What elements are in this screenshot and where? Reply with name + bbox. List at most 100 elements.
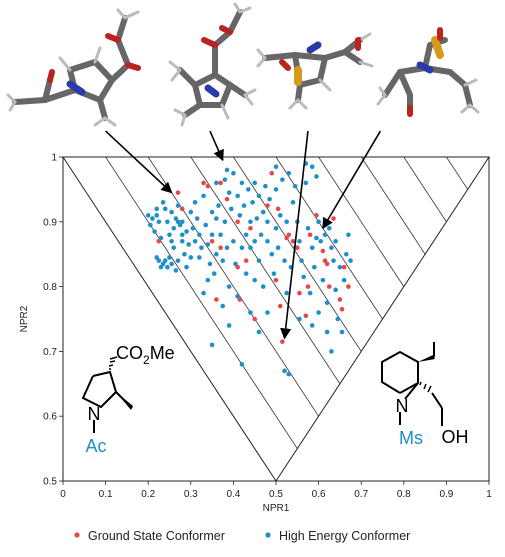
high-energy-point bbox=[312, 264, 317, 270]
high-energy-point bbox=[256, 329, 262, 335]
npr-triangle bbox=[62, 156, 490, 482]
ground-state-point bbox=[331, 216, 336, 221]
ground-state-point bbox=[320, 248, 326, 254]
high-energy-point bbox=[314, 235, 319, 241]
pointer-arrow bbox=[322, 130, 382, 230]
high-energy-point bbox=[162, 206, 168, 212]
y-axis-label: NPR2 bbox=[19, 305, 30, 332]
x-tick-label: 0.5 bbox=[269, 489, 283, 500]
high-energy-point bbox=[309, 245, 315, 251]
y-tick-label: 0.7 bbox=[43, 347, 57, 358]
high-energy-point bbox=[297, 238, 302, 244]
high-energy-point bbox=[165, 264, 170, 270]
high-energy-point bbox=[222, 219, 228, 225]
high-energy-point bbox=[263, 183, 268, 189]
high-energy-point bbox=[329, 349, 334, 354]
x-tick-label: 0.8 bbox=[397, 489, 411, 500]
legend-marker-high bbox=[265, 532, 271, 538]
high-energy-point bbox=[160, 261, 166, 267]
high-energy-point bbox=[339, 329, 345, 335]
high-energy-point bbox=[292, 183, 298, 189]
high-energy-point bbox=[220, 258, 226, 263]
ester-co-text: CO bbox=[116, 343, 143, 363]
high-energy-point bbox=[286, 170, 292, 176]
high-energy-point bbox=[214, 180, 219, 186]
high-energy-point bbox=[282, 368, 287, 374]
molecule-models bbox=[6, 2, 480, 127]
high-energy-point bbox=[224, 167, 230, 173]
x-tick-label: 1 bbox=[486, 489, 492, 500]
high-energy-point bbox=[211, 271, 217, 276]
x-tick-label: 0 bbox=[60, 489, 66, 500]
ground-state-point bbox=[341, 264, 347, 270]
ground-state-point bbox=[269, 170, 275, 176]
ground-state-point bbox=[218, 245, 223, 251]
high-energy-point bbox=[250, 200, 255, 205]
ground-state-point bbox=[307, 232, 313, 238]
high-energy-point bbox=[243, 232, 249, 238]
ground-state-point bbox=[324, 261, 330, 267]
high-energy-point bbox=[214, 216, 219, 221]
high-energy-point bbox=[324, 300, 330, 306]
high-energy-point bbox=[205, 242, 211, 247]
ground-state-point bbox=[235, 264, 240, 270]
ground-state-point bbox=[265, 203, 270, 208]
high-energy-point bbox=[280, 177, 285, 182]
x-tick-label: 0.6 bbox=[312, 489, 326, 500]
isoline bbox=[382, 157, 489, 481]
ground-state-point bbox=[179, 206, 185, 212]
high-energy-point bbox=[158, 264, 164, 270]
ground-state-point bbox=[295, 245, 300, 251]
high-energy-point bbox=[158, 235, 164, 241]
high-energy-point bbox=[175, 258, 181, 263]
y-tick-label: 1 bbox=[51, 153, 57, 164]
high-energy-point bbox=[188, 209, 194, 215]
high-energy-point bbox=[286, 371, 292, 377]
wedge-bond-right bbox=[418, 355, 435, 362]
high-energy-point bbox=[226, 284, 232, 289]
x-axis-label: NPR1 bbox=[263, 503, 290, 514]
high-energy-point bbox=[152, 229, 157, 234]
high-energy-point bbox=[167, 232, 172, 238]
hash-bond bbox=[108, 356, 118, 370]
ground-state-point bbox=[326, 284, 332, 289]
high-energy-point bbox=[269, 251, 275, 257]
x-tick-label: 0.1 bbox=[99, 489, 113, 500]
high-energy-point bbox=[337, 264, 343, 270]
high-energy-point bbox=[201, 193, 206, 199]
ester-group-label: CO2Me bbox=[116, 343, 175, 367]
ground-state-point bbox=[346, 284, 351, 289]
high-energy-point bbox=[162, 258, 168, 263]
high-energy-point bbox=[192, 200, 198, 205]
high-energy-point bbox=[201, 290, 206, 296]
legend-label-high: High Energy Conformer bbox=[279, 529, 410, 543]
ground-state-point bbox=[252, 316, 257, 322]
high-energy-point bbox=[246, 187, 251, 192]
high-energy-point bbox=[220, 303, 226, 309]
high-energy-point bbox=[154, 213, 160, 218]
high-energy-point bbox=[333, 238, 338, 244]
high-energy-point bbox=[169, 209, 174, 215]
high-energy-point bbox=[218, 232, 223, 238]
pointer-arrow bbox=[280, 130, 309, 340]
high-energy-point bbox=[169, 261, 174, 267]
ground-state-point bbox=[156, 238, 162, 244]
ground-state-point bbox=[305, 284, 311, 289]
high-energy-point bbox=[203, 222, 209, 228]
high-energy-point bbox=[260, 209, 266, 215]
ground-state-point bbox=[297, 290, 302, 296]
high-energy-point bbox=[322, 232, 328, 238]
high-energy-point bbox=[284, 290, 289, 296]
high-energy-point bbox=[273, 187, 279, 192]
high-energy-point bbox=[192, 238, 198, 244]
high-energy-point bbox=[235, 193, 240, 199]
high-energy-point bbox=[318, 238, 324, 244]
high-energy-point bbox=[303, 180, 309, 186]
ground-state-point bbox=[205, 183, 211, 189]
high-energy-point bbox=[145, 213, 151, 218]
y-tick-label: 0.9 bbox=[43, 217, 57, 228]
high-energy-point bbox=[167, 255, 172, 260]
ground-state-point bbox=[201, 180, 206, 186]
scatter-points bbox=[145, 161, 353, 377]
high-energy-point bbox=[216, 203, 221, 208]
